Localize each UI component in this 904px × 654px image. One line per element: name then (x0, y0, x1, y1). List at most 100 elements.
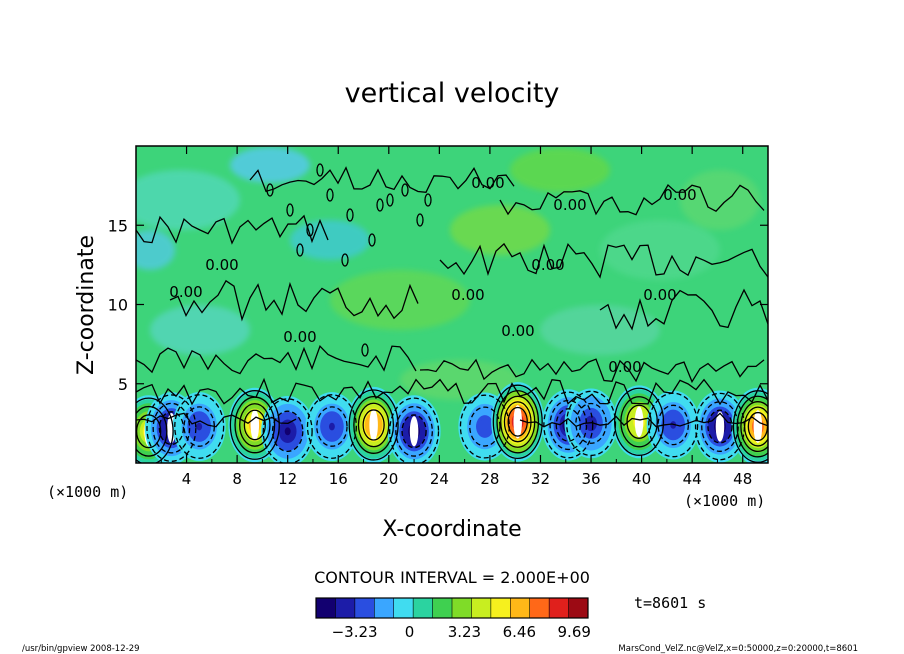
zero-contour (439, 242, 768, 279)
colorbar-tick-label: −3.23 (332, 623, 378, 641)
contour-ring (316, 406, 348, 447)
colorbar-swatch (490, 598, 511, 618)
contour-ring (657, 404, 689, 446)
contour-label: 0.00 (451, 286, 484, 304)
contour-ring (158, 411, 185, 446)
contour-ring (543, 391, 594, 459)
colorbar-frame (315, 597, 589, 619)
velocity-level (670, 421, 677, 429)
small-contour-loop (361, 343, 369, 357)
contour-ring (740, 401, 768, 453)
x-tick-label: 12 (278, 470, 297, 488)
zero-contour (136, 412, 297, 428)
zero-contour (136, 214, 329, 245)
background-blob (540, 305, 660, 355)
colorbar (315, 597, 589, 619)
contour-ring (648, 392, 699, 458)
x-unit-label: (×1000 m) (684, 492, 765, 510)
contour-ring (492, 384, 543, 460)
velocity-peak (250, 409, 260, 441)
contour-ring (707, 409, 733, 444)
colorbar-swatch (510, 598, 531, 618)
contour-ring (348, 389, 399, 461)
footer-right: MarsCond_VelZ.nc@VelZ,x=0:50000,z=0:2000… (618, 644, 858, 654)
x-tick-label: 36 (581, 470, 600, 488)
velocity-peak (715, 411, 725, 442)
contour-ring (174, 394, 225, 459)
zero-contour (499, 183, 765, 216)
contour-interval-label: CONTOUR INTERVAL = 2.000E+00 (314, 568, 590, 587)
contour-label: 0.00 (471, 174, 504, 192)
contour-labels: 0.000.000.000.000.00 0.000.000.000.000.00… (169, 174, 696, 376)
y-unit-label: (×1000 m) (47, 483, 128, 501)
contour-ring (136, 405, 168, 457)
velocity-level (196, 422, 203, 431)
velocity-peak (369, 408, 378, 441)
velocity-level (328, 422, 335, 431)
small-contour-loop (341, 253, 349, 267)
contour-ring (395, 405, 433, 457)
velocity-peak (513, 405, 522, 439)
colorbar-tick-label: 9.69 (558, 623, 591, 641)
contour-label: 0.00 (531, 256, 564, 274)
contour-label: 0.00 (643, 286, 676, 304)
contour-ring (743, 406, 768, 447)
x-axis: 4 8 12 16 20 24 28 32 36 40 44 48 (160, 146, 752, 488)
small-contour-loop (266, 183, 274, 197)
velocity-level (481, 422, 488, 431)
y-tick-label: 15 (108, 216, 128, 235)
small-contour-loop (306, 223, 314, 237)
footer-left: /usr/bin/gpview 2008-12-29 (22, 644, 140, 654)
y-axis: 5 10 15 (108, 216, 768, 394)
contour-ring (239, 403, 271, 447)
background-blob (450, 205, 550, 255)
contour-ring (549, 399, 588, 451)
x-tick-label: 16 (329, 470, 348, 488)
contour-ring (229, 390, 280, 460)
zero-contour (169, 279, 419, 322)
contour-label: 0.00 (205, 256, 238, 274)
plot-area: 0.000.000.000.000.00 0.000.000.000.000.00… (136, 146, 768, 463)
background-blob (510, 148, 610, 192)
background-blob (136, 170, 240, 230)
small-contour-loop (386, 193, 394, 207)
contour-ring (701, 401, 739, 452)
y-tick-label: 10 (108, 296, 128, 315)
zero-contour (519, 412, 768, 428)
x-tick-label: 48 (733, 470, 752, 488)
contour-ring (389, 397, 440, 463)
small-contour-loop (376, 198, 384, 212)
contour-ring (401, 414, 427, 449)
velocity-peak (409, 416, 419, 447)
time-label: t=8601 s (634, 594, 706, 612)
velocity-cell (731, 387, 768, 463)
contour-ring (271, 410, 304, 453)
contour-ring (262, 398, 313, 463)
contour-ring (469, 406, 501, 447)
background-blob (600, 220, 720, 280)
y-tick-label: 5 (118, 375, 128, 394)
contour-ring (306, 394, 357, 459)
contour-ring (353, 395, 395, 454)
contour-ring (136, 397, 174, 463)
colorbar-swatch (354, 598, 375, 618)
background-blob (290, 220, 370, 260)
small-contour-loop (346, 208, 354, 222)
colorbar-swatch (413, 598, 434, 618)
colorbar-swatch (432, 598, 453, 618)
colorbar-swatch (335, 598, 356, 618)
colorbar-tick-labels: −3.23 0 3.23 6.46 9.69 (332, 623, 591, 641)
velocity-peak (634, 406, 644, 438)
x-tick-label: 8 (232, 470, 242, 488)
background-blob (230, 147, 310, 183)
contour-ring (357, 402, 390, 448)
chart-title: vertical velocity (345, 78, 560, 109)
zero-contour (419, 358, 765, 384)
colorbar-swatch (452, 598, 472, 618)
contour-label: 0.00 (553, 196, 586, 214)
colorbar-swatch (529, 598, 550, 618)
small-contour-loop (368, 233, 376, 247)
colorbar-swatch (374, 598, 395, 618)
small-contour-loop (424, 193, 432, 207)
